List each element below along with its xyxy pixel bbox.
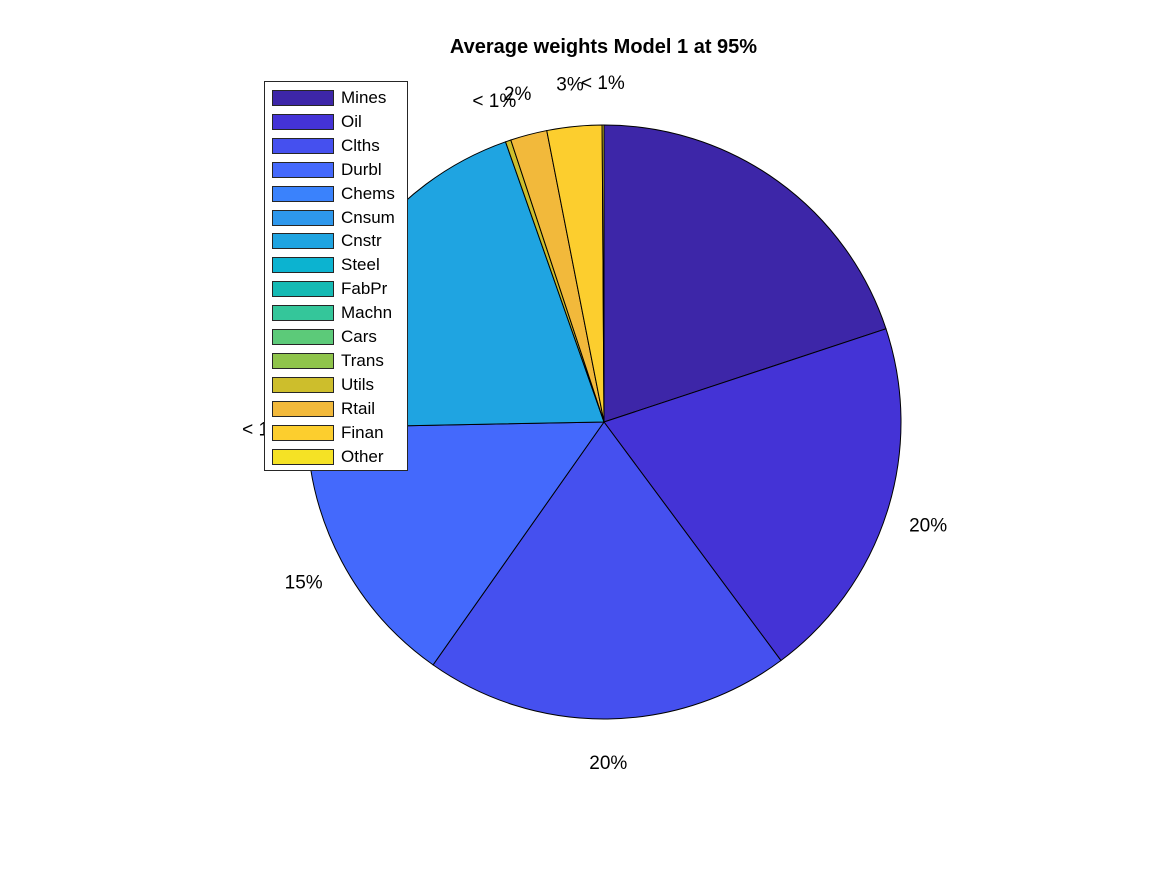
- slice-label-rtail: 2%: [504, 84, 532, 105]
- legend-swatch: [272, 305, 334, 322]
- legend-label: Cnstr: [341, 231, 382, 251]
- legend-label: Trans: [341, 350, 384, 370]
- legend-swatch: [272, 257, 334, 274]
- slice-label-durbl: 15%: [285, 573, 323, 594]
- legend-label: Steel: [341, 255, 380, 275]
- slice-label-clths: 20%: [589, 753, 627, 774]
- pie-slice-other: [601, 124, 605, 423]
- pie-slice-oil: [603, 328, 902, 662]
- legend-label: Machn: [341, 303, 393, 323]
- legend-label: Oil: [341, 111, 362, 131]
- legend-swatch: [272, 329, 334, 345]
- legend-label: Durbl: [341, 159, 382, 179]
- legend-swatch: [272, 400, 334, 417]
- legend-label: FabPr: [341, 279, 388, 299]
- legend-swatch: [272, 233, 334, 250]
- legend-swatch: [272, 281, 334, 298]
- legend-label: Cnsum: [341, 207, 395, 227]
- slice-label-finan: 3%: [556, 75, 584, 96]
- legend-label: Mines: [341, 88, 387, 107]
- legend-label: Clths: [341, 135, 380, 155]
- pie-slice-clths: [432, 421, 782, 720]
- legend-label: Other: [341, 446, 384, 466]
- legend-label: Utils: [341, 374, 375, 394]
- legend-label: Cars: [341, 327, 377, 346]
- legend-swatch: [272, 424, 334, 441]
- chart-title: Average weights Model 1 at 95%: [449, 36, 758, 58]
- legend: Mines Oil Clths Durbl Chems Cnsum Cnstr Steel Fa…: [264, 81, 408, 471]
- pie-slice-mines: [603, 124, 887, 423]
- legend-swatch: [272, 113, 334, 130]
- slice-label-utils: < 1%: [472, 91, 516, 112]
- slice-label-other: < 1%: [581, 73, 625, 94]
- legend-swatch: [272, 376, 334, 393]
- legend-swatch: [272, 352, 334, 369]
- legend-label: Rtail: [341, 398, 376, 418]
- legend-swatch: [272, 161, 334, 178]
- legend-swatch: [272, 90, 334, 106]
- legend-swatch: [272, 448, 334, 465]
- legend-label: Finan: [341, 422, 384, 442]
- slice-label-oil: 20%: [909, 516, 947, 537]
- legend-swatch: [272, 209, 334, 226]
- legend-swatch: [272, 137, 334, 154]
- legend-swatch: [272, 185, 334, 202]
- legend-label: Chems: [341, 183, 395, 203]
